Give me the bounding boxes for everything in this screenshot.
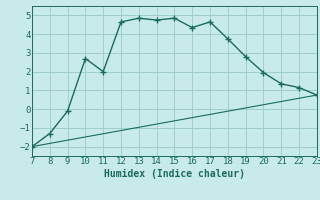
X-axis label: Humidex (Indice chaleur): Humidex (Indice chaleur) (104, 169, 245, 179)
